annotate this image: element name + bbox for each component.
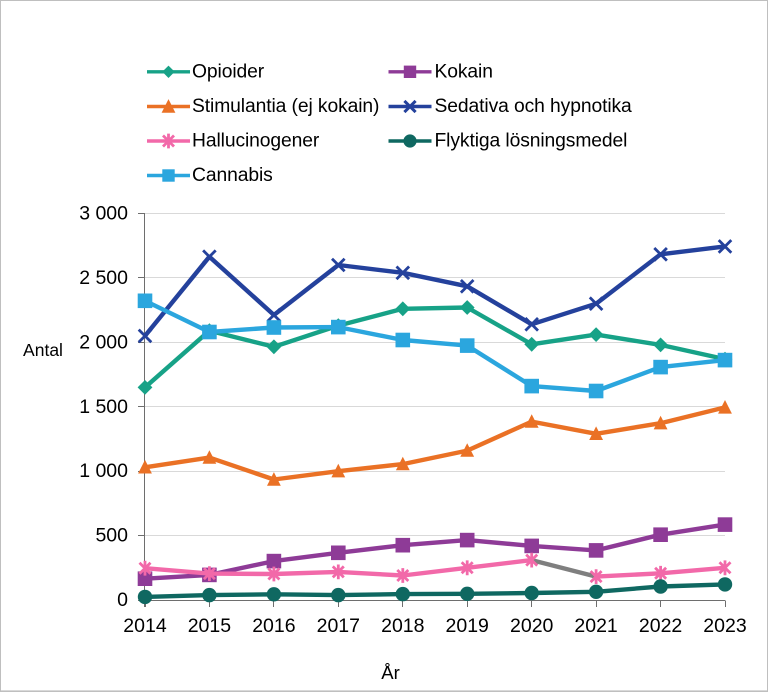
svg-text:2016: 2016: [252, 615, 295, 637]
svg-text:2015: 2015: [188, 615, 232, 637]
svg-text:3 000: 3 000: [79, 203, 128, 225]
svg-text:2017: 2017: [317, 615, 360, 637]
svg-text:Kokain: Kokain: [435, 61, 493, 82]
svg-text:Hallucinogener: Hallucinogener: [192, 131, 320, 152]
svg-text:2 000: 2 000: [79, 331, 128, 353]
svg-text:2022: 2022: [639, 615, 682, 637]
svg-text:0: 0: [117, 589, 128, 611]
svg-text:1 000: 1 000: [79, 460, 128, 482]
svg-text:2020: 2020: [510, 615, 554, 637]
svg-text:Opioider: Opioider: [192, 61, 265, 82]
svg-text:2018: 2018: [381, 615, 424, 637]
svg-text:2014: 2014: [123, 615, 167, 637]
svg-text:År: År: [381, 662, 400, 683]
svg-text:500: 500: [95, 525, 128, 547]
svg-text:Stimulantia (ej kokain): Stimulantia (ej kokain): [192, 96, 379, 117]
svg-text:Antal: Antal: [23, 340, 63, 360]
svg-text:2019: 2019: [446, 615, 489, 637]
svg-text:Flyktiga lösningsmedel: Flyktiga lösningsmedel: [435, 131, 628, 152]
svg-text:Cannabis: Cannabis: [192, 165, 273, 186]
svg-text:2 500: 2 500: [79, 267, 128, 289]
svg-text:Sedativa och hypnotika: Sedativa och hypnotika: [435, 96, 633, 117]
svg-text:1 500: 1 500: [79, 396, 128, 418]
svg-text:2023: 2023: [703, 615, 746, 637]
svg-text:2021: 2021: [574, 615, 617, 637]
